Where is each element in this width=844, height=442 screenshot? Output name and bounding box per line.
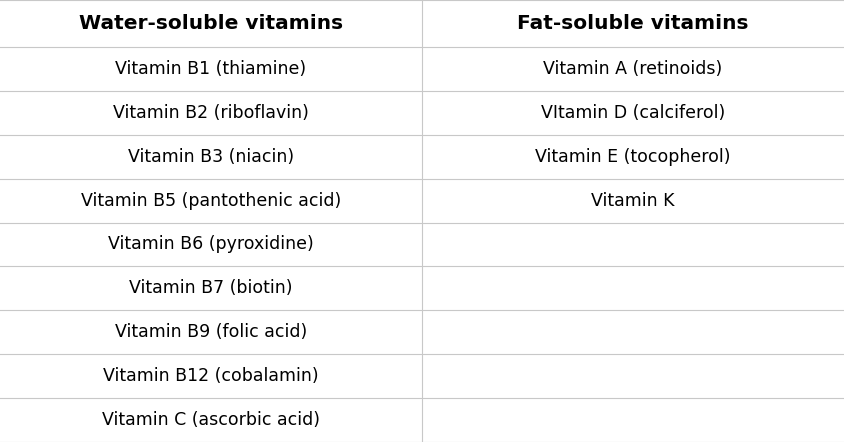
Text: Vitamin B5 (pantothenic acid): Vitamin B5 (pantothenic acid) — [81, 192, 341, 210]
Text: Vitamin C (ascorbic acid): Vitamin C (ascorbic acid) — [102, 411, 320, 429]
Text: Vitamin B2 (riboflavin): Vitamin B2 (riboflavin) — [113, 104, 309, 122]
Text: Vitamin B9 (folic acid): Vitamin B9 (folic acid) — [115, 323, 307, 341]
Text: Vitamin B7 (biotin): Vitamin B7 (biotin) — [129, 279, 293, 297]
Text: Fat-soluble vitamins: Fat-soluble vitamins — [517, 14, 749, 33]
Text: Vitamin K: Vitamin K — [592, 192, 674, 210]
Text: Vitamin A (retinoids): Vitamin A (retinoids) — [544, 60, 722, 78]
Text: Vitamin B12 (cobalamin): Vitamin B12 (cobalamin) — [103, 367, 319, 385]
Text: Vitamin B1 (thiamine): Vitamin B1 (thiamine) — [116, 60, 306, 78]
Text: Vitamin B3 (niacin): Vitamin B3 (niacin) — [128, 148, 294, 166]
Text: Vitamin B6 (pyroxidine): Vitamin B6 (pyroxidine) — [108, 236, 314, 254]
Text: Vitamin E (tocopherol): Vitamin E (tocopherol) — [535, 148, 731, 166]
Text: VItamin D (calciferol): VItamin D (calciferol) — [541, 104, 725, 122]
Text: Water-soluble vitamins: Water-soluble vitamins — [79, 14, 343, 33]
